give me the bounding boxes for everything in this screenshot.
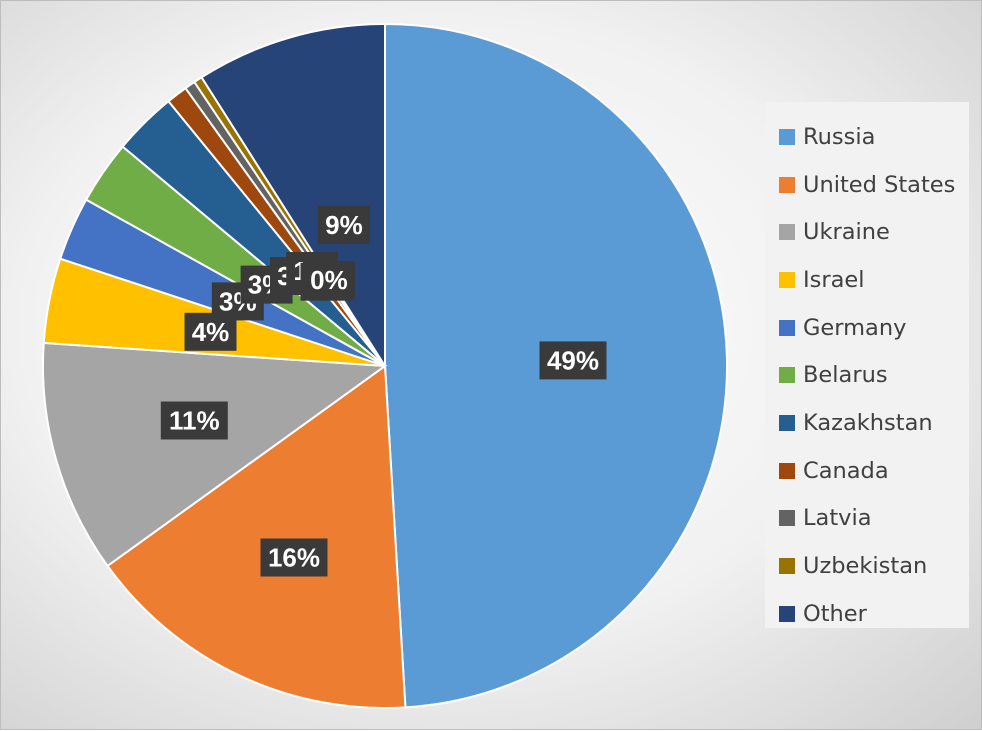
legend-label: Russia — [803, 123, 876, 150]
legend-label: Israel — [803, 266, 865, 293]
legend-label: Canada — [803, 457, 889, 484]
data-label-ukraine: 11% — [160, 401, 228, 440]
data-label-text: 9% — [325, 210, 363, 240]
legend-item-uzbekistan: Uzbekistan — [765, 542, 969, 590]
data-label-text: 16% — [268, 543, 320, 573]
legend-item-russia: Russia — [765, 113, 969, 161]
legend-label: Belarus — [803, 362, 888, 389]
data-label-united-states: 16% — [260, 538, 328, 577]
legend-swatch — [779, 176, 795, 193]
legend-swatch — [779, 128, 795, 145]
legend-swatch — [779, 558, 795, 575]
pie-slice-ukraine — [42, 341, 388, 568]
legend-item-israel: Israel — [765, 256, 969, 304]
legend-label: United States — [803, 171, 956, 198]
data-label-text: 49% — [547, 345, 599, 375]
legend-swatch — [779, 319, 795, 336]
data-label-text: 0% — [310, 265, 348, 295]
legend-swatch — [779, 510, 795, 527]
legend-item-germany: Germany — [765, 304, 969, 352]
legend-swatch — [779, 271, 795, 288]
data-label-box — [317, 205, 370, 244]
legend-label: Latvia — [803, 505, 872, 532]
legend-label: Germany — [803, 314, 907, 341]
legend-label: Kazakhstan — [803, 409, 933, 436]
legend-label: Uzbekistan — [803, 553, 928, 580]
legend-item-belarus: Belarus — [765, 351, 969, 399]
legend-item-canada: Canada — [765, 447, 969, 495]
data-label-box — [302, 261, 355, 300]
legend-swatch — [779, 414, 795, 431]
legend-swatch — [779, 224, 795, 241]
pie-slice-united-states — [106, 364, 407, 709]
legend-item-latvia: Latvia — [765, 495, 969, 543]
data-label-text: 4% — [192, 317, 230, 347]
data-label-text: 11% — [169, 406, 220, 436]
legend-swatch — [779, 605, 795, 622]
legend-label: Ukraine — [803, 219, 890, 246]
data-label-other: 9% — [317, 205, 370, 244]
legend-swatch — [779, 367, 795, 384]
data-label-box — [260, 538, 328, 577]
data-label-box — [539, 341, 607, 380]
legend-item-ukraine: Ukraine — [765, 208, 969, 256]
data-label-box — [160, 401, 228, 440]
legend-swatch — [779, 462, 795, 479]
legend-item-kazakhstan: Kazakhstan — [765, 399, 969, 447]
legend-label: Other — [803, 600, 867, 627]
data-label-uzbekistan: 0% — [302, 261, 355, 300]
data-label-israel: 4% — [184, 312, 237, 351]
legend-item-united-states: United States — [765, 161, 969, 209]
legend-item-other: Other — [765, 590, 969, 638]
legend: Russia United States Ukraine Israel Germany B… — [765, 102, 969, 628]
data-label-russia: 49% — [539, 341, 607, 380]
